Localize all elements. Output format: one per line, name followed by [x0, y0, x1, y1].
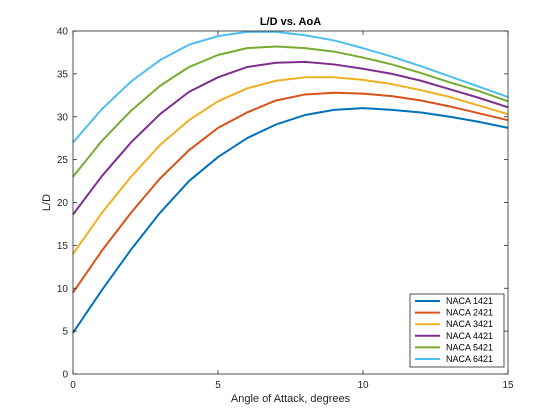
- x-tick-label: 15: [502, 380, 514, 391]
- series-line-naca-4421: [72, 60, 509, 216]
- series-line-naca-3421: [72, 76, 509, 255]
- series-line-naca-2421: [72, 91, 509, 294]
- legend-label: NACA 3421: [446, 319, 493, 329]
- legend-box: [409, 293, 505, 368]
- x-axis-label: Angle of Attack, degrees: [231, 393, 351, 405]
- y-tick-label: 35: [57, 69, 69, 80]
- y-tick-label: 0: [62, 370, 68, 381]
- y-tick-label: 10: [57, 284, 69, 295]
- y-axis-label: L/D: [41, 194, 53, 211]
- y-tick-label: 5: [62, 327, 68, 338]
- series-line-naca-6421: [72, 30, 509, 144]
- y-tick-label: 40: [57, 27, 69, 38]
- x-tick-label: 0: [70, 380, 76, 391]
- series-line-naca-1421: [72, 107, 509, 334]
- y-tick-label: 20: [57, 198, 69, 209]
- y-tick-label: 25: [57, 155, 69, 166]
- y-axis: 0 5 10 15 20 25 30 35 40: [57, 27, 508, 381]
- y-tick-label: 15: [57, 241, 69, 252]
- x-tick-label: 10: [357, 380, 369, 391]
- legend-label: NACA 5421: [446, 342, 493, 352]
- legend-label: NACA 6421: [446, 354, 493, 364]
- x-axis: 0 5 10 15: [70, 31, 514, 391]
- x-tick-label: 5: [215, 380, 221, 391]
- series-line-naca-5421: [72, 45, 509, 178]
- y-tick-label: 30: [57, 112, 69, 123]
- legend-label: NACA 2421: [446, 308, 493, 318]
- series-layer: [72, 30, 509, 334]
- chart-title: L/D vs. AoA: [260, 16, 321, 28]
- legend-label: NACA 1421: [446, 296, 493, 306]
- legend-label: NACA 4421: [446, 331, 493, 341]
